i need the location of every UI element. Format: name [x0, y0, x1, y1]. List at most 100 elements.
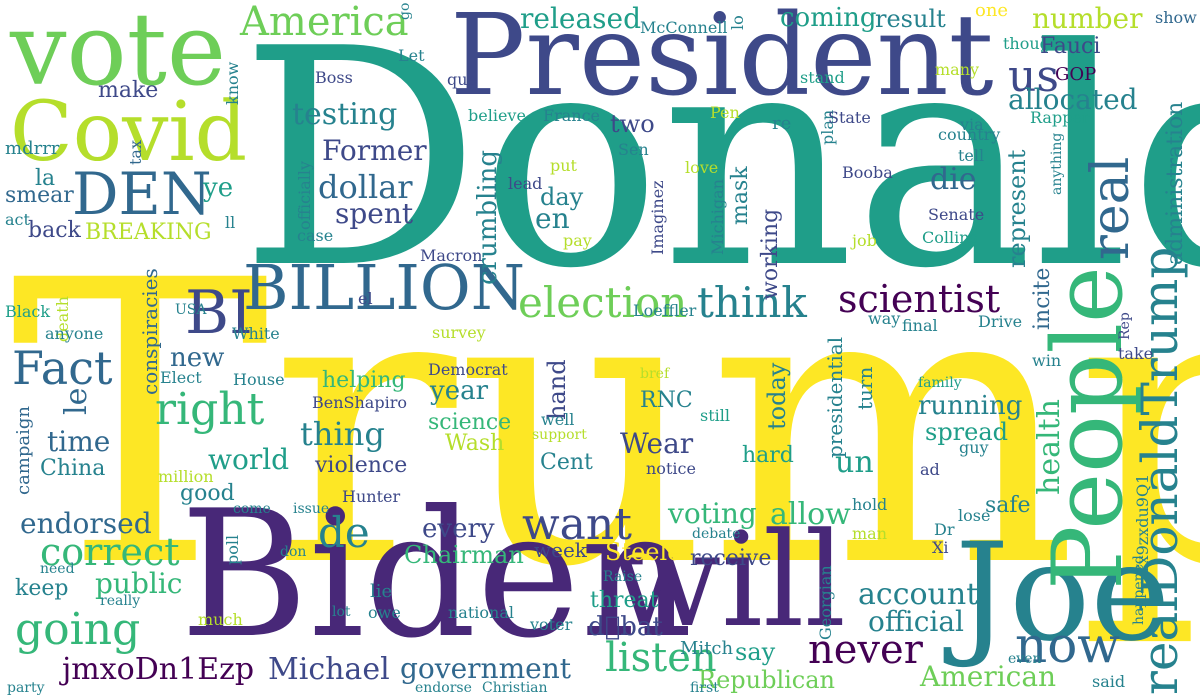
word-mcconnell: McConnell: [640, 18, 728, 37]
word-world: world: [208, 443, 290, 476]
word-rapper: Rapper: [1030, 108, 1090, 127]
word-coming: coming: [780, 3, 877, 33]
word-family: family: [918, 375, 962, 391]
word-make: make: [98, 78, 159, 103]
word-bi: BI: [185, 278, 253, 348]
word-rnc: RNC: [640, 388, 693, 413]
word-administration: administration: [1163, 101, 1188, 265]
word-fauci: Fauci: [1040, 34, 1101, 59]
word-believe: believe: [468, 106, 526, 125]
word-covid: Covid: [10, 85, 248, 180]
word-hunter: Hunter: [342, 487, 401, 506]
word-mask: mask: [728, 166, 753, 225]
word-debat: d bat: [588, 612, 663, 642]
word-mitch: Mitch: [680, 638, 734, 659]
word-receive: receive: [690, 546, 772, 571]
word-donald: Donald: [240, 0, 1200, 334]
word-state: State: [828, 108, 871, 127]
word-survey: survey: [432, 323, 486, 342]
word-allocated: allocated: [1008, 83, 1138, 116]
word-represent: represent: [1003, 149, 1031, 268]
word-chairman: Chairman: [404, 541, 524, 569]
word-threat: threat: [590, 588, 659, 613]
word-fact: Fact: [12, 341, 113, 395]
word-government: government: [400, 652, 571, 685]
word-mdrrr: mdrrr: [5, 138, 60, 159]
word-rep: Rep: [1117, 312, 1133, 340]
word-day: day: [540, 183, 584, 211]
word-violence: violence: [315, 453, 408, 478]
word-house: House: [233, 370, 285, 389]
word-right: right: [155, 384, 265, 435]
word-working: working: [758, 208, 783, 300]
word-georgian: Georgian: [816, 565, 835, 640]
word-really: really: [100, 593, 141, 609]
word-pen: Pen: [710, 103, 740, 122]
word-elect: Elect: [160, 368, 202, 387]
word-correct: correct: [40, 530, 180, 574]
word-booba: Booba: [842, 163, 893, 182]
word-lot: lot: [332, 604, 351, 620]
word-democrat: Democrat: [428, 360, 508, 379]
word-wear: Wear: [620, 427, 694, 460]
word-final: final: [902, 316, 938, 335]
word-voting: voting: [668, 497, 757, 530]
word-republican: Republican: [698, 666, 836, 694]
word-turn: turn: [853, 366, 877, 410]
word-first: first: [690, 680, 719, 696]
word-voter: voter: [530, 615, 573, 634]
word-lose: lose: [958, 506, 991, 525]
word-don: don: [280, 544, 307, 560]
word-conspiracies: conspiracies: [138, 268, 162, 395]
word-pay: pay: [563, 231, 592, 250]
word-billion: BILLION: [243, 251, 525, 324]
word-xi: Xi: [932, 538, 949, 557]
word-much: much: [198, 610, 243, 629]
word-job: job: [852, 231, 877, 250]
word-dollar: dollar: [318, 168, 413, 206]
word-case: case: [297, 226, 334, 245]
word-love: love: [685, 158, 719, 177]
word-incite: incite: [1030, 267, 1055, 330]
word-owe: owe: [368, 603, 401, 622]
word-en: en: [535, 202, 570, 235]
word-result: result: [875, 5, 946, 33]
word-thought: thought: [1003, 34, 1067, 53]
word-michigan: Michigan: [708, 179, 727, 255]
word-need: need: [40, 561, 75, 577]
word-re: re: [772, 113, 792, 134]
word-white: White: [232, 324, 280, 343]
word-ye: ye: [203, 173, 234, 203]
word-realdonaldtrump: realDonaldTrump: [1131, 246, 1189, 695]
word-guy: guy: [959, 438, 989, 457]
word-going: going: [15, 604, 141, 655]
word-official: official: [868, 605, 964, 638]
word-bref: bref: [640, 366, 670, 382]
word-take: take: [1118, 344, 1154, 363]
word-every: every: [422, 514, 495, 544]
word-cent: Cent: [540, 450, 593, 475]
word-back: back: [28, 218, 81, 243]
word-ll: ll: [225, 213, 236, 232]
word-vote: vote: [10, 0, 227, 108]
word-week: week: [534, 538, 587, 562]
word-win: win: [1032, 351, 1062, 370]
word-party: party: [7, 680, 45, 696]
word-support: support: [532, 427, 587, 443]
word-running: running: [918, 391, 1023, 421]
word-de: de: [318, 508, 370, 557]
word-steele: Steele: [605, 538, 682, 566]
word-public: public: [95, 567, 183, 600]
word-election: election: [518, 278, 688, 327]
word-lo: lo: [728, 15, 747, 30]
word-boss: Boss: [315, 68, 353, 87]
word-officially: officially: [295, 160, 314, 230]
word-imaginez: Imaginez: [648, 180, 667, 255]
word-scientist: scientist: [838, 277, 1001, 321]
word-que: que: [447, 70, 478, 89]
word-endorse: endorse: [415, 680, 472, 696]
word-never: never: [808, 627, 923, 673]
word-un: un: [835, 445, 874, 480]
word-new: new: [170, 343, 225, 373]
word-die: die: [930, 162, 977, 197]
